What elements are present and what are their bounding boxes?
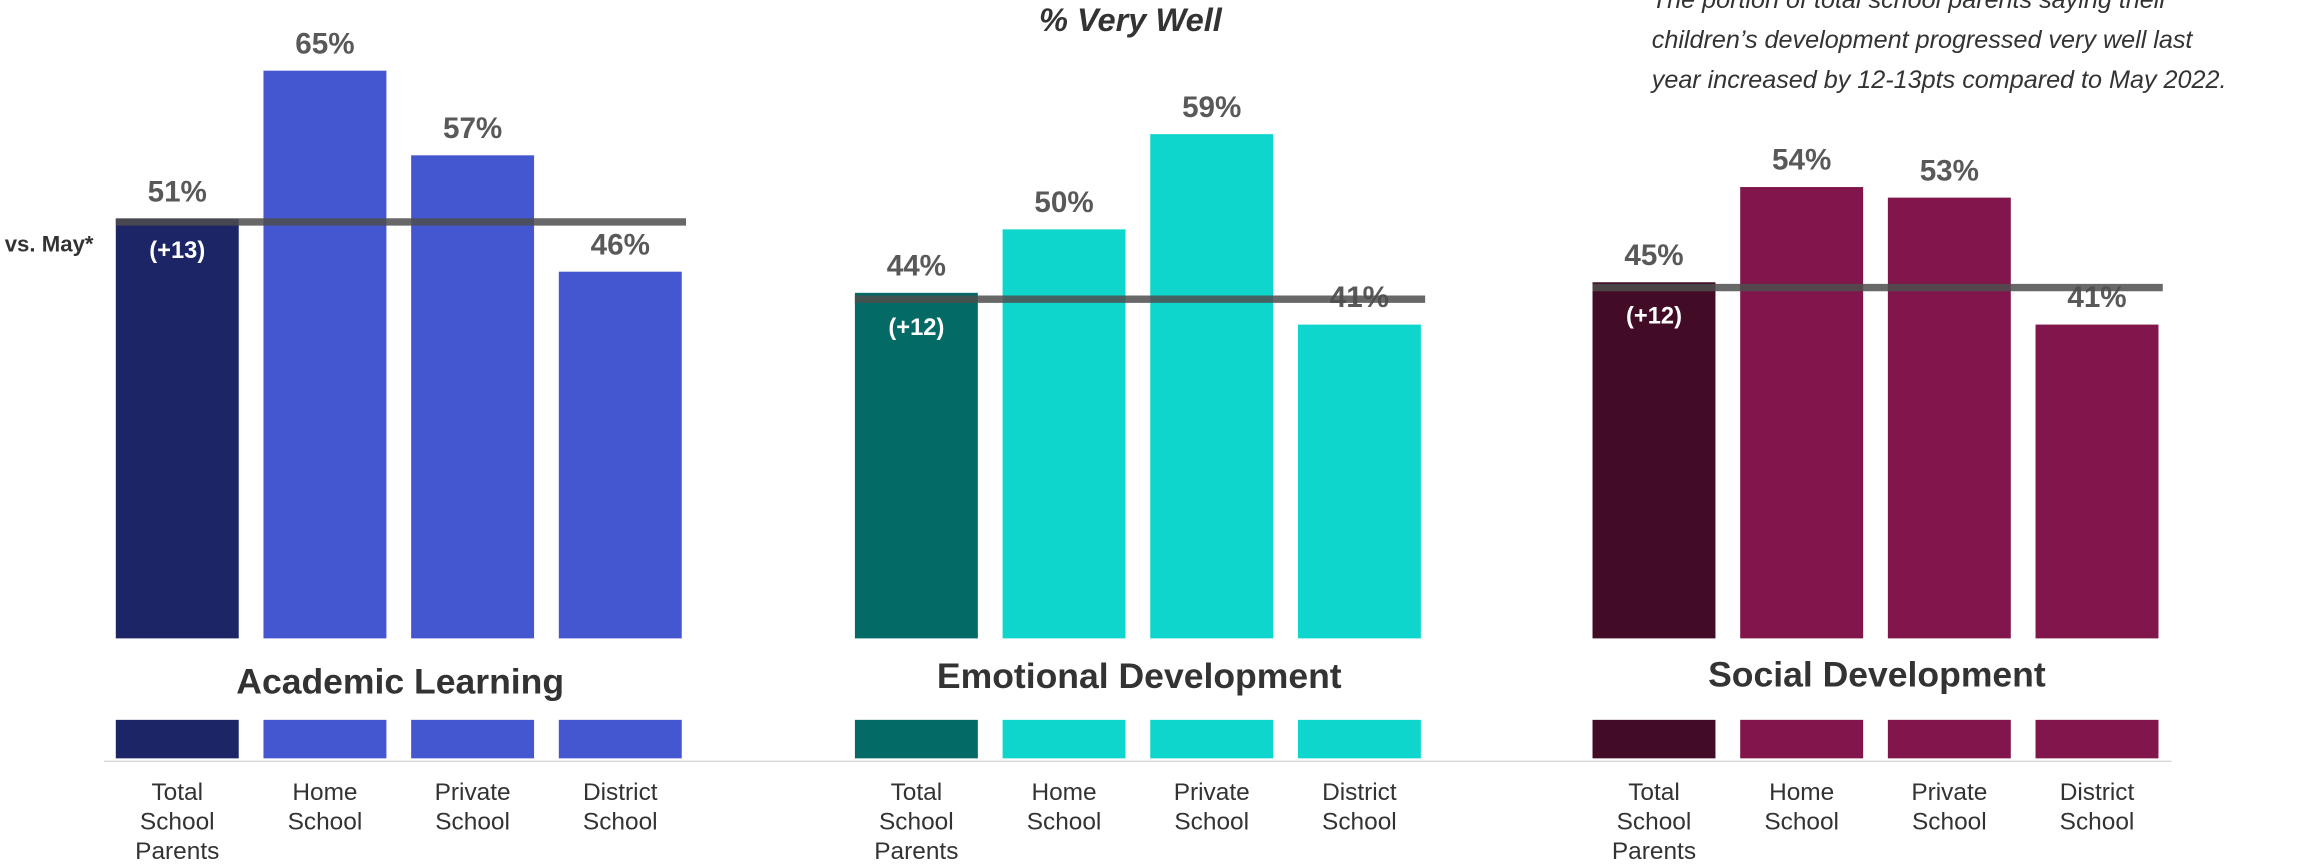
value-label: 53% — [1920, 154, 1979, 187]
chart-title: Academic Learning — [236, 662, 564, 702]
x-tick-label: Total School Parents — [874, 779, 958, 865]
title-band — [108, 638, 694, 720]
x-tick-label: District School — [583, 779, 658, 836]
value-label: 65% — [295, 27, 354, 60]
x-tick-label: Total School Parents — [135, 779, 219, 865]
annotation: (+12) — [888, 315, 944, 341]
x-tick-label: District School — [1322, 779, 1397, 836]
x-tick-label: Home School — [288, 779, 363, 836]
x-tick-label: Home School — [1764, 779, 1839, 836]
annotation: (+12) — [1626, 303, 1682, 329]
value-label: 50% — [1034, 186, 1093, 219]
chart-title: Emotional Development — [937, 656, 1342, 696]
value-label: 45% — [1624, 239, 1683, 272]
value-label: 57% — [443, 112, 502, 145]
title-band — [847, 638, 1433, 720]
x-tick-label: Home School — [1027, 779, 1102, 836]
value-label: 59% — [1182, 91, 1241, 124]
x-tick-label: Private School — [1174, 779, 1250, 836]
note: The portion of total school parents sayi… — [1652, 0, 2170, 14]
note: children’s development progressed very w… — [1652, 26, 2194, 54]
x-tick-label: Private School — [1911, 779, 1987, 836]
value-label: 54% — [1772, 144, 1831, 177]
x-tick-label: Total School Parents — [1612, 779, 1696, 865]
value-label: 44% — [887, 249, 946, 282]
page-title: % Very Well — [1039, 2, 1223, 38]
title-band — [1585, 638, 2171, 720]
row-label: vs. May* — [5, 232, 94, 257]
x-tick-label: Private School — [435, 779, 511, 836]
value-label: 51% — [148, 175, 207, 208]
chart-title: Social Development — [1708, 654, 2046, 694]
value-label: 46% — [591, 228, 650, 261]
x-tick-label: District School — [2060, 779, 2135, 836]
annotation: (+13) — [149, 238, 205, 264]
note: year increased by 12-13pts compared to M… — [1650, 66, 2227, 94]
